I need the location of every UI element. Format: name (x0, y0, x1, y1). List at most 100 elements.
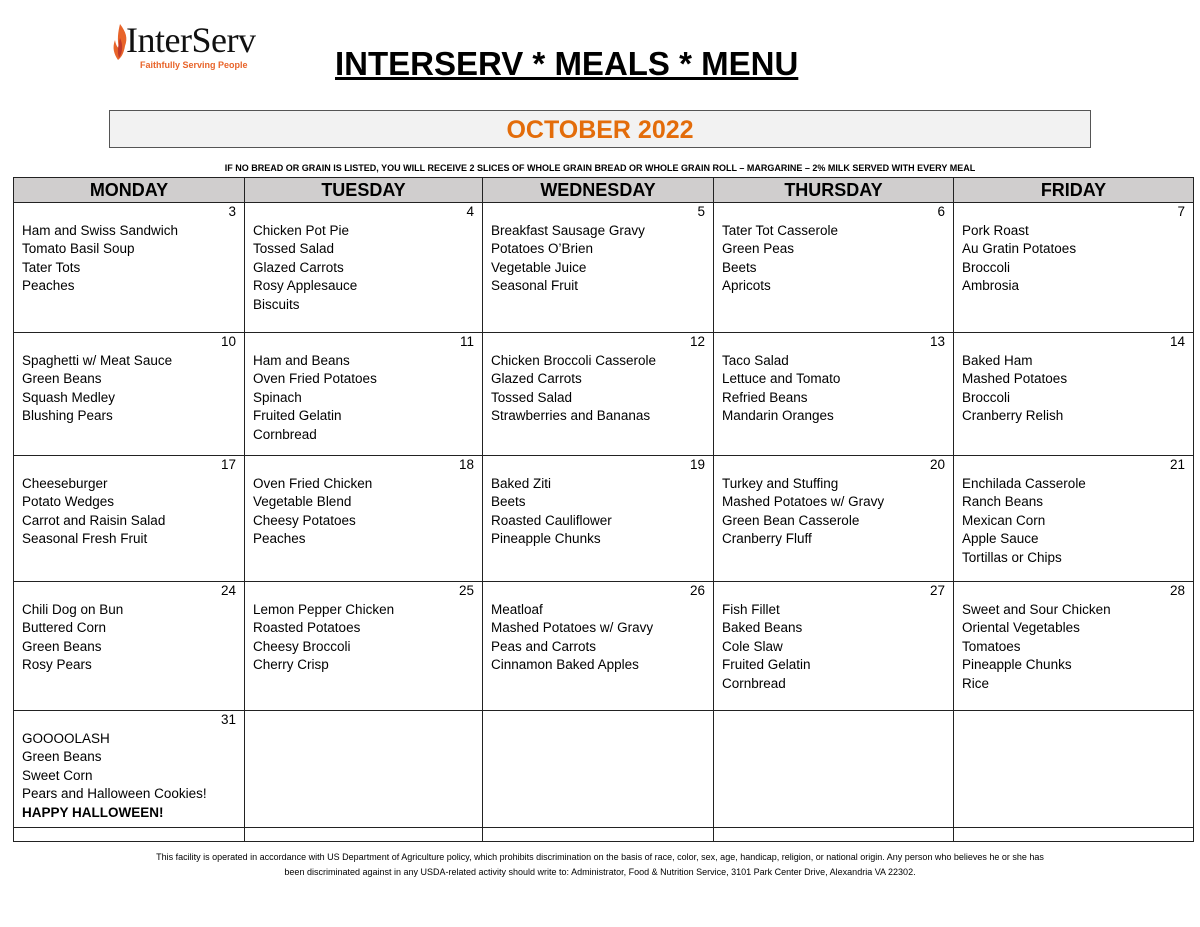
menu-item: Strawberries and Bananas (491, 408, 651, 424)
day-cell: 21 Enchilada Casserole Ranch Beans Mexican … (953, 455, 1194, 582)
day-cell: 24 Chili Dog on Bun Buttered Corn Green Bea… (13, 581, 245, 711)
day-cell: 25 Lemon Pepper Chicken Roasted Potatoes Ch… (244, 581, 483, 711)
day-cell: 13 Taco Salad Lettuce and Tomato Refried Be… (713, 332, 954, 456)
date-number: 24 (220, 583, 236, 598)
menu-item: Cinnamon Baked Apples (491, 657, 639, 673)
menu-item: Cheesy Potatoes (253, 512, 356, 528)
menu-item: Cranberry Relish (962, 408, 1064, 424)
day-cell: 26 Meatloaf Mashed Potatoes w/ Gravy Peas a… (482, 581, 714, 711)
menu-item: Au Gratin Potatoes (962, 241, 1077, 257)
menu-item: Glazed Carrots (253, 259, 344, 275)
menu-item: Roasted Cauliflower (491, 512, 612, 528)
menu-item: Potatoes O’Brien (491, 241, 594, 257)
day-cell: 4 Chicken Pot Pie Tossed Salad Glazed Carro… (244, 202, 483, 333)
menu-item: Apricots (722, 278, 771, 294)
day-cell: 27 Fish Fillet Baked Beans Cole Slaw Fruited… (713, 581, 954, 711)
menu-item: Tater Tots (22, 259, 81, 275)
menu-item: Buttered Corn (22, 620, 107, 636)
date-number: 7 (1177, 204, 1185, 219)
menu-item: Lettuce and Tomato (722, 371, 841, 387)
date-number: 27 (929, 583, 945, 598)
menu-item: Beets (722, 259, 757, 275)
page-title: INTERSERV * MEALS * MENU (335, 45, 799, 82)
menu-item: Green Beans (22, 638, 102, 654)
menu-item: Mashed Potatoes (962, 371, 1068, 387)
menu-item: Green Peas (722, 241, 795, 257)
date-number: 19 (689, 457, 705, 472)
date-number: 17 (220, 457, 236, 472)
menu-item: Oven Fried Potatoes (253, 371, 377, 387)
meal-notice: IF NO BREAD OR GRAIN IS LISTED, YOU WILL… (224, 163, 976, 173)
disclaimer-line: This facility is operated in accordance … (156, 852, 1044, 862)
empty-cell (482, 827, 714, 842)
menu-item: Pears and Halloween Cookies! (22, 786, 207, 802)
menu-item: Biscuits (253, 296, 300, 312)
menu-item: Oriental Vegetables (962, 620, 1080, 636)
empty-cell (713, 827, 954, 842)
menu-item: Enchilada Casserole (962, 475, 1086, 491)
day-cell: 19 Baked Ziti Beets Roasted Cauliflower Pine… (482, 455, 714, 582)
menu-item: Pineapple Chunks (491, 531, 601, 547)
week-row: 24 Chili Dog on Bun Buttered Corn Green Bea… (13, 581, 1194, 711)
menu-item: Sweet Corn (22, 767, 93, 783)
day-cell: 31 GOOOOLASH Green Beans Sweet Corn Pears an… (13, 710, 245, 828)
week-row: 3 Ham and Swiss Sandwich Tomato Basil Soup… (13, 202, 1194, 333)
day-header: THURSDAY (713, 177, 954, 203)
menu-item: Taco Salad (722, 352, 789, 368)
date-number (962, 711, 1185, 730)
menu-item: Tossed Salad (253, 241, 335, 257)
menu-item: Cheesy Broccoli (253, 638, 351, 654)
menu-item: Seasonal Fruit (491, 278, 579, 294)
week-row: 17 Cheeseburger Potato Wedges Carrot and Ra… (13, 455, 1194, 582)
menu-item: Fruited Gelatin (253, 408, 342, 424)
date-number: 12 (689, 334, 705, 349)
menu-item: Peaches (253, 531, 306, 547)
day-cell (244, 710, 483, 828)
menu-item: Mashed Potatoes w/ Gravy (722, 494, 885, 510)
menu-item: Rosy Pears (22, 657, 92, 673)
day-cell: 6 Tater Tot Casserole Green Peas Beets Apric… (713, 202, 954, 333)
menu-item: Oven Fried Chicken (253, 475, 373, 491)
day-cell (713, 710, 954, 828)
day-header: FRIDAY (953, 177, 1194, 203)
menu-item: Baked Ham (962, 352, 1033, 368)
day-cell: 5 Breakfast Sausage Gravy Potatoes O’Brien… (482, 202, 714, 333)
menu-item: Glazed Carrots (491, 371, 582, 387)
menu-item: Breakfast Sausage Gravy (491, 222, 645, 238)
date-number: 14 (1169, 334, 1185, 349)
month-banner: OCTOBER 2022 (109, 110, 1091, 148)
date-number: 25 (458, 583, 474, 598)
menu-item: Tater Tot Casserole (722, 222, 839, 238)
empty-cell (953, 827, 1194, 842)
menu-item: Rice (962, 675, 990, 691)
menu-item: Sweet and Sour Chicken (962, 601, 1111, 617)
menu-item: Ham and Swiss Sandwich (22, 222, 179, 238)
menu-item: Baked Beans (722, 620, 803, 636)
day-cell (953, 710, 1194, 828)
menu-item: Broccoli (962, 389, 1011, 405)
day-cell: 10 Spaghetti w/ Meat Sauce Green Beans Squa… (13, 332, 245, 456)
menu-item: Turkey and Stuffing (722, 475, 839, 491)
menu-item: Green Beans (22, 749, 102, 765)
menu-item: Meatloaf (491, 601, 543, 617)
menu-item: Carrot and Raisin Salad (22, 512, 166, 528)
usda-disclaimer: This facility is operated in accordance … (0, 850, 1200, 880)
menu-item: Cornbread (722, 675, 786, 691)
week-row: 31 GOOOOLASH Green Beans Sweet Corn Pears an… (13, 710, 1194, 828)
menu-item: Baked Ziti (491, 475, 552, 491)
menu-item: Mandarin Oranges (722, 408, 834, 424)
day-header: MONDAY (13, 177, 245, 203)
menu-item: GOOOOLASH (22, 730, 110, 746)
day-cell: 28 Sweet and Sour Chicken Oriental Vegetab… (953, 581, 1194, 711)
day-cell (482, 710, 714, 828)
menu-item: Mexican Corn (962, 512, 1046, 528)
menu-item: Peaches (22, 278, 75, 294)
logo-tagline: Faithfully Serving People (140, 60, 248, 70)
menu-item: Roasted Potatoes (253, 620, 361, 636)
menu-item: Chicken Broccoli Casserole (491, 352, 657, 368)
date-number (253, 711, 474, 730)
date-number: 26 (689, 583, 705, 598)
menu-item: Chicken Pot Pie (253, 222, 350, 238)
menu-item: Cranberry Fluff (722, 531, 812, 547)
